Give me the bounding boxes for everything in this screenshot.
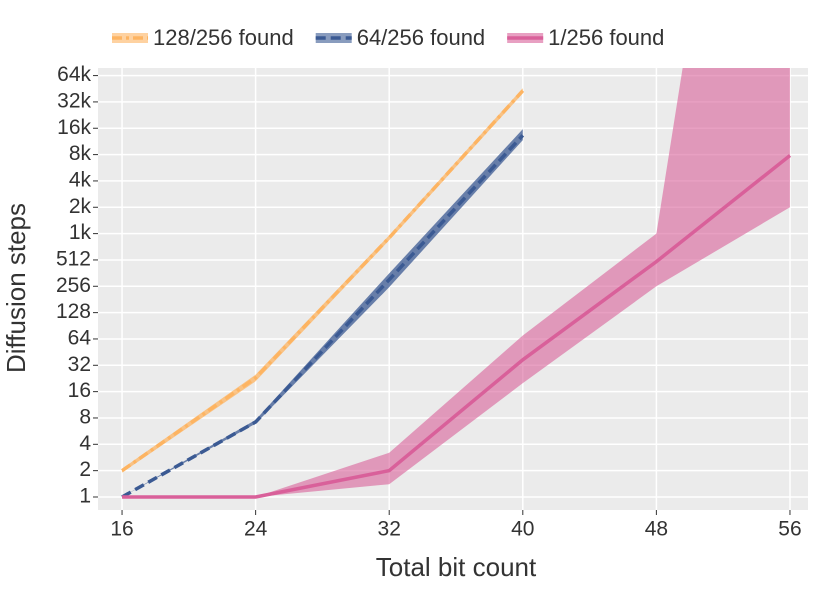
y-tick-label: 512	[56, 247, 91, 270]
legend-label: 1/256 found	[548, 25, 664, 50]
y-tick-label: 256	[56, 274, 91, 297]
x-axis-title: Total bit count	[376, 552, 537, 582]
y-tick-label: 32k	[57, 89, 91, 112]
x-tick-label: 24	[244, 518, 268, 541]
x-tick-label: 56	[778, 518, 801, 541]
legend-label: 128/256 found	[153, 25, 294, 50]
y-tick-label: 8	[79, 406, 91, 429]
y-tick-label: 2	[79, 458, 91, 481]
y-tick-label: 32	[68, 353, 91, 376]
x-tick-label: 32	[378, 518, 401, 541]
x-tick-label: 48	[645, 518, 668, 541]
y-tick-label: 4k	[69, 168, 92, 191]
y-tick-label: 64k	[57, 63, 91, 86]
y-axis-title: Diffusion steps	[1, 203, 31, 373]
x-tick-label: 16	[110, 518, 133, 541]
series-line	[121, 89, 525, 473]
x-tick-label: 40	[511, 518, 534, 541]
legend: 128/256 found 64/256 found 1/256 found	[112, 25, 664, 50]
y-tick-label: 16	[68, 379, 91, 402]
y-tick-label: 64	[68, 327, 92, 350]
y-tick-label: 2k	[69, 195, 92, 218]
legend-label: 64/256 found	[357, 25, 485, 50]
y-tick-label: 1	[79, 485, 91, 508]
y-tick-label: 1k	[69, 221, 92, 244]
lines	[121, 89, 792, 499]
series-line	[122, 154, 792, 499]
y-tick-label: 128	[56, 300, 91, 323]
series-line	[121, 134, 525, 499]
error-band	[122, 68, 790, 497]
y-tick-label: 8k	[69, 142, 92, 165]
bands	[122, 68, 790, 497]
y-tick-label: 4	[79, 432, 91, 455]
y-tick-label: 16k	[57, 116, 91, 139]
